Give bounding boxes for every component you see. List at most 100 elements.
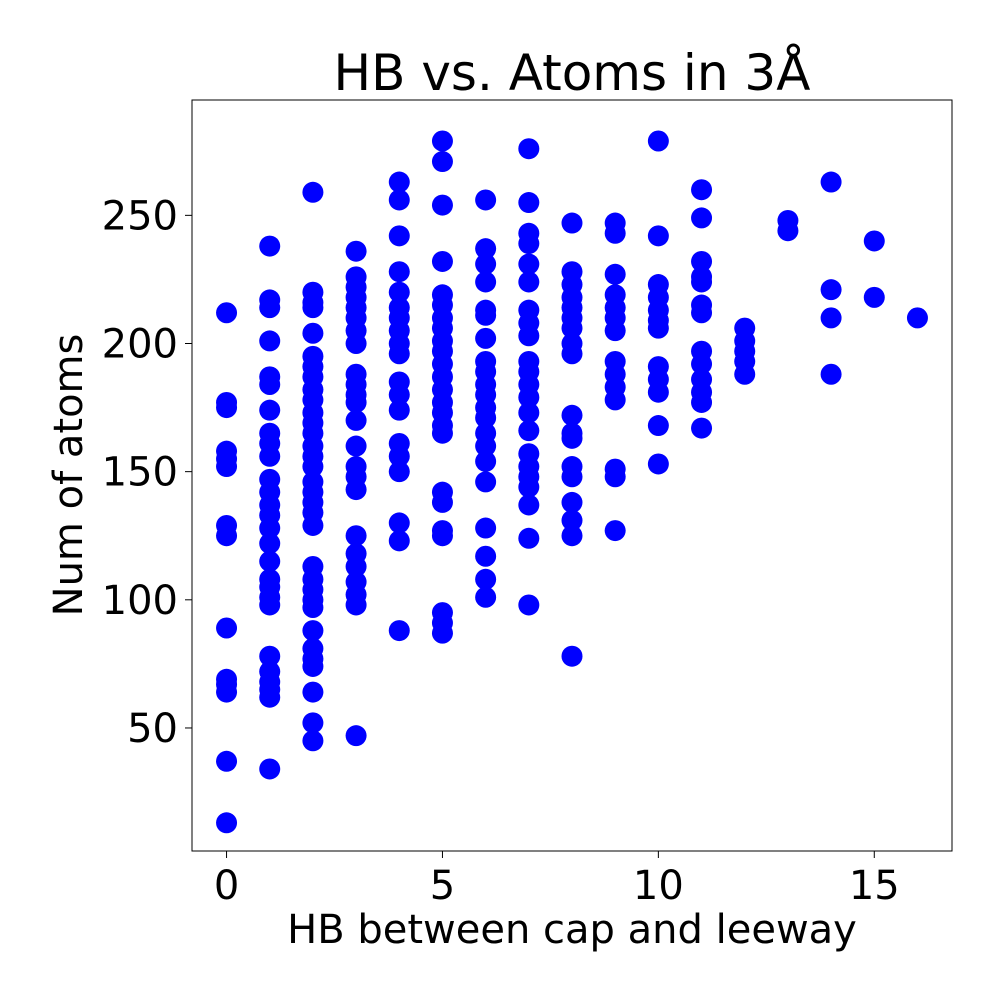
data-point — [388, 189, 410, 211]
data-point — [259, 645, 281, 667]
data-point — [561, 343, 583, 365]
data-point — [388, 620, 410, 642]
data-point — [777, 220, 799, 242]
data-point — [518, 494, 540, 516]
data-point — [388, 384, 410, 406]
data-point — [216, 525, 238, 547]
data-point — [475, 327, 497, 349]
data-point — [216, 750, 238, 772]
x-tick-label: 5 — [430, 863, 455, 909]
x-tick-label: 10 — [633, 863, 684, 909]
data-point — [518, 594, 540, 616]
y-axis-label: Num of atoms — [46, 334, 92, 617]
data-point — [345, 435, 367, 457]
data-point — [691, 179, 713, 201]
data-point — [604, 320, 626, 342]
data-point — [259, 686, 281, 708]
data-point — [561, 509, 583, 531]
data-point — [561, 212, 583, 234]
data-point — [518, 192, 540, 214]
data-point — [431, 250, 453, 272]
data-point — [734, 363, 756, 385]
y-tick-label: 200 — [102, 321, 178, 367]
data-point — [691, 391, 713, 413]
data-point — [518, 476, 540, 498]
data-point — [518, 325, 540, 347]
data-point — [259, 374, 281, 396]
data-point — [475, 545, 497, 567]
data-point — [216, 681, 238, 703]
chart-title: HB vs. Atoms in 3Å — [334, 44, 811, 102]
data-point — [431, 194, 453, 216]
data-point — [259, 399, 281, 421]
data-point — [216, 302, 238, 324]
data-point — [647, 225, 669, 247]
data-point — [259, 550, 281, 572]
data-point — [820, 171, 842, 193]
data-point — [475, 304, 497, 326]
data-point — [475, 450, 497, 472]
data-point — [518, 253, 540, 275]
data-point — [561, 525, 583, 547]
data-point — [388, 512, 410, 534]
data-point — [345, 479, 367, 501]
data-point — [259, 445, 281, 467]
data-point — [302, 514, 324, 536]
data-point — [302, 456, 324, 478]
data-point — [604, 520, 626, 542]
data-point — [388, 445, 410, 467]
data-point — [431, 130, 453, 152]
data-point — [691, 353, 713, 375]
x-tick-label: 0 — [214, 863, 239, 909]
data-point — [302, 322, 324, 344]
data-point — [259, 297, 281, 319]
data-point — [302, 181, 324, 203]
data-point — [604, 389, 626, 411]
data-point — [518, 527, 540, 549]
data-point — [302, 597, 324, 619]
data-point — [561, 317, 583, 339]
y-axis: 50 100 150 200 250 — [102, 193, 192, 752]
data-point — [259, 758, 281, 780]
x-axis-label: HB between cap and leeway — [287, 907, 857, 953]
data-point — [302, 730, 324, 752]
y-tick-label: 100 — [102, 578, 178, 624]
data-point — [302, 712, 324, 734]
data-point — [302, 655, 324, 677]
data-point — [388, 461, 410, 483]
data-point — [561, 645, 583, 667]
data-point — [475, 253, 497, 275]
data-point — [388, 171, 410, 193]
data-point — [388, 281, 410, 303]
data-point — [691, 250, 713, 272]
y-tick-label: 150 — [102, 450, 178, 496]
y-tick-label: 250 — [102, 193, 178, 239]
data-point — [431, 151, 453, 173]
data-point — [518, 386, 540, 408]
points-layer — [216, 130, 928, 834]
y-tick-label: 50 — [127, 706, 178, 752]
data-point — [691, 302, 713, 324]
data-point — [345, 555, 367, 577]
data-point — [431, 491, 453, 513]
data-point — [345, 240, 367, 262]
data-point — [259, 517, 281, 539]
data-point — [345, 594, 367, 616]
data-point — [820, 279, 842, 301]
data-point — [431, 422, 453, 444]
data-point — [604, 222, 626, 244]
data-point — [259, 594, 281, 616]
data-point — [216, 456, 238, 478]
data-point — [561, 427, 583, 449]
data-point — [863, 230, 885, 252]
data-point — [302, 620, 324, 642]
data-point — [431, 622, 453, 644]
x-axis: 0 5 10 15 — [214, 851, 900, 909]
data-point — [863, 286, 885, 308]
data-point — [475, 407, 497, 429]
data-point — [691, 207, 713, 229]
data-point — [475, 189, 497, 211]
data-point — [647, 381, 669, 403]
data-point — [388, 343, 410, 365]
